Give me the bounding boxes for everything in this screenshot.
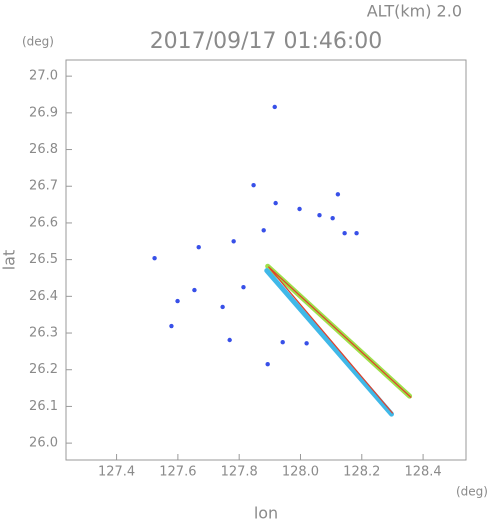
x-unit: (deg) — [456, 485, 488, 499]
y-tick-label: 26.1 — [29, 399, 58, 414]
x-axis-label: lon — [254, 504, 278, 522]
echo-point — [354, 231, 359, 236]
echo-point — [304, 341, 309, 346]
echo-point — [220, 304, 225, 310]
echo-point — [175, 298, 180, 304]
echo-point — [169, 323, 174, 329]
echo-point — [251, 182, 256, 188]
echo-streak — [264, 268, 395, 417]
y-unit: (deg) — [22, 35, 54, 49]
y-tick-label: 26.9 — [29, 105, 58, 120]
echo-point — [317, 213, 322, 218]
x-tick-label: 127.6 — [159, 465, 196, 480]
echo-point — [241, 284, 246, 290]
x-tick-label: 128.2 — [343, 465, 380, 480]
echo-point — [342, 231, 347, 236]
echo-point — [192, 287, 197, 293]
x-tick-label: 128.4 — [404, 465, 441, 480]
y-tick-label: 26.6 — [29, 215, 58, 230]
echo-point — [272, 104, 277, 110]
y-tick-label: 26.4 — [29, 289, 58, 304]
x-tick-label: 128.0 — [282, 465, 319, 480]
altitude: ALT(km) 2.0 — [367, 2, 462, 21]
chart-title: 2017/09/17 01:46:00 — [150, 29, 383, 54]
y-tick-label: 26.3 — [29, 326, 58, 341]
y-tick-label: 26.2 — [29, 362, 58, 377]
echo-point — [265, 362, 270, 367]
echo-point — [261, 228, 266, 233]
y-axis-label: lat — [0, 250, 19, 271]
echo-point — [273, 200, 278, 206]
echo-point — [330, 215, 335, 221]
echo-point — [297, 206, 302, 212]
y-tick-label: 27.0 — [29, 69, 58, 84]
echo-point — [152, 255, 157, 261]
y-tick-label: 26.5 — [29, 252, 58, 267]
x-tick-label: 127.8 — [221, 465, 258, 480]
y-tick-label: 26.8 — [29, 142, 58, 157]
echo-point — [231, 239, 236, 244]
plot-frame — [65, 59, 467, 461]
echo-streak — [268, 266, 412, 398]
echo-point — [280, 340, 285, 345]
echo-point — [335, 192, 341, 197]
y-tick-label: 26.7 — [29, 179, 58, 194]
echo-point — [196, 244, 201, 250]
echo-streak — [269, 267, 394, 414]
echo-point — [227, 337, 232, 343]
x-tick-label: 127.4 — [98, 465, 135, 480]
y-tick-label: 26.0 — [29, 436, 58, 451]
